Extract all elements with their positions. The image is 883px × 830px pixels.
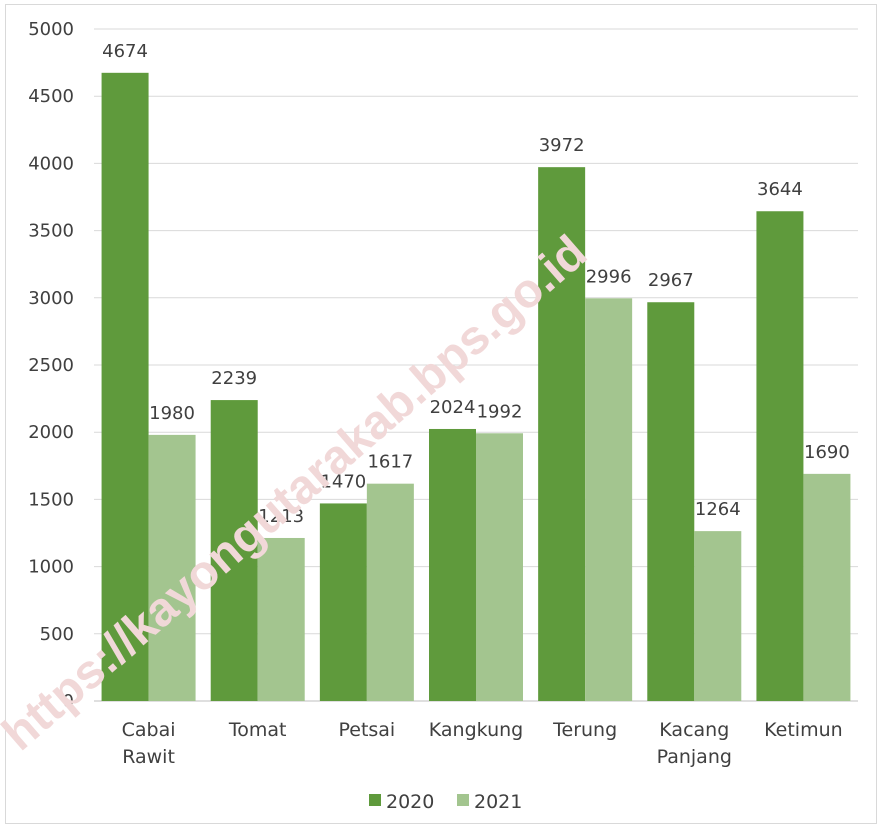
y-tick-label: 500 [40, 624, 74, 645]
data-label: 1992 [477, 401, 523, 422]
data-label: 1213 [258, 506, 304, 527]
y-axis: 0 500 1000 1500 2000 2500 3000 3500 4000 4500 5000 [28, 19, 74, 712]
bar-2020 [101, 72, 149, 702]
x-category-label: Petsai [338, 719, 395, 741]
legend-label: 2020 [386, 791, 434, 813]
bar-2020 [210, 400, 258, 701]
y-tick-label: 3500 [28, 221, 74, 242]
bars [101, 72, 851, 702]
x-category-label: Cabai [122, 719, 176, 741]
x-category-label: Tomat [228, 719, 287, 741]
data-label: 2967 [648, 270, 694, 291]
x-axis: Cabai Rawit Tomat Petsai Kangkung Terung Kacan… [122, 719, 843, 768]
x-category-label: Kacang [659, 719, 729, 741]
bar-2020 [647, 302, 695, 701]
x-category-label: Panjang [657, 746, 732, 768]
y-tick-label: 1000 [28, 557, 74, 578]
data-label: 1617 [367, 452, 413, 473]
bar-2020 [319, 503, 367, 701]
data-label: 2239 [211, 368, 257, 389]
bar-2021 [148, 434, 196, 701]
y-tick-label: 2500 [28, 355, 74, 376]
legend-swatch [457, 794, 469, 806]
bar-2021 [257, 537, 305, 701]
data-label: 4674 [102, 41, 148, 62]
bar-2021 [366, 483, 414, 701]
x-category-label: Terung [552, 719, 617, 741]
bar-2021 [585, 298, 633, 701]
x-category-label: Rawit [122, 746, 175, 768]
data-label: 1690 [804, 442, 850, 463]
bar-2021 [476, 433, 523, 701]
data-label: 3972 [539, 135, 585, 156]
y-tick-label: 4000 [28, 153, 74, 174]
y-tick-label: 5000 [28, 19, 74, 40]
x-category-label: Kangkung [429, 719, 523, 741]
y-tick-label: 3000 [28, 288, 74, 309]
bar-2020 [429, 428, 476, 701]
legend-swatch [369, 794, 381, 806]
y-tick-label: 0 [63, 691, 74, 712]
bar-2021 [803, 473, 851, 701]
data-label: 2024 [430, 397, 476, 418]
legend: 2020 2021 [369, 791, 522, 813]
bar-2020 [538, 167, 586, 701]
bar-2020 [756, 211, 804, 701]
data-label: 1470 [320, 471, 366, 492]
legend-label: 2021 [474, 791, 522, 813]
data-label: 3644 [757, 179, 803, 200]
y-tick-label: 4500 [28, 86, 74, 107]
y-tick-label: 1500 [28, 489, 74, 510]
bar-2021 [694, 531, 742, 701]
data-label: 1980 [149, 403, 195, 424]
y-tick-label: 2000 [28, 422, 74, 443]
data-label: 1264 [695, 499, 741, 520]
x-category-label: Ketimun [764, 719, 843, 741]
data-label: 2996 [586, 266, 632, 287]
